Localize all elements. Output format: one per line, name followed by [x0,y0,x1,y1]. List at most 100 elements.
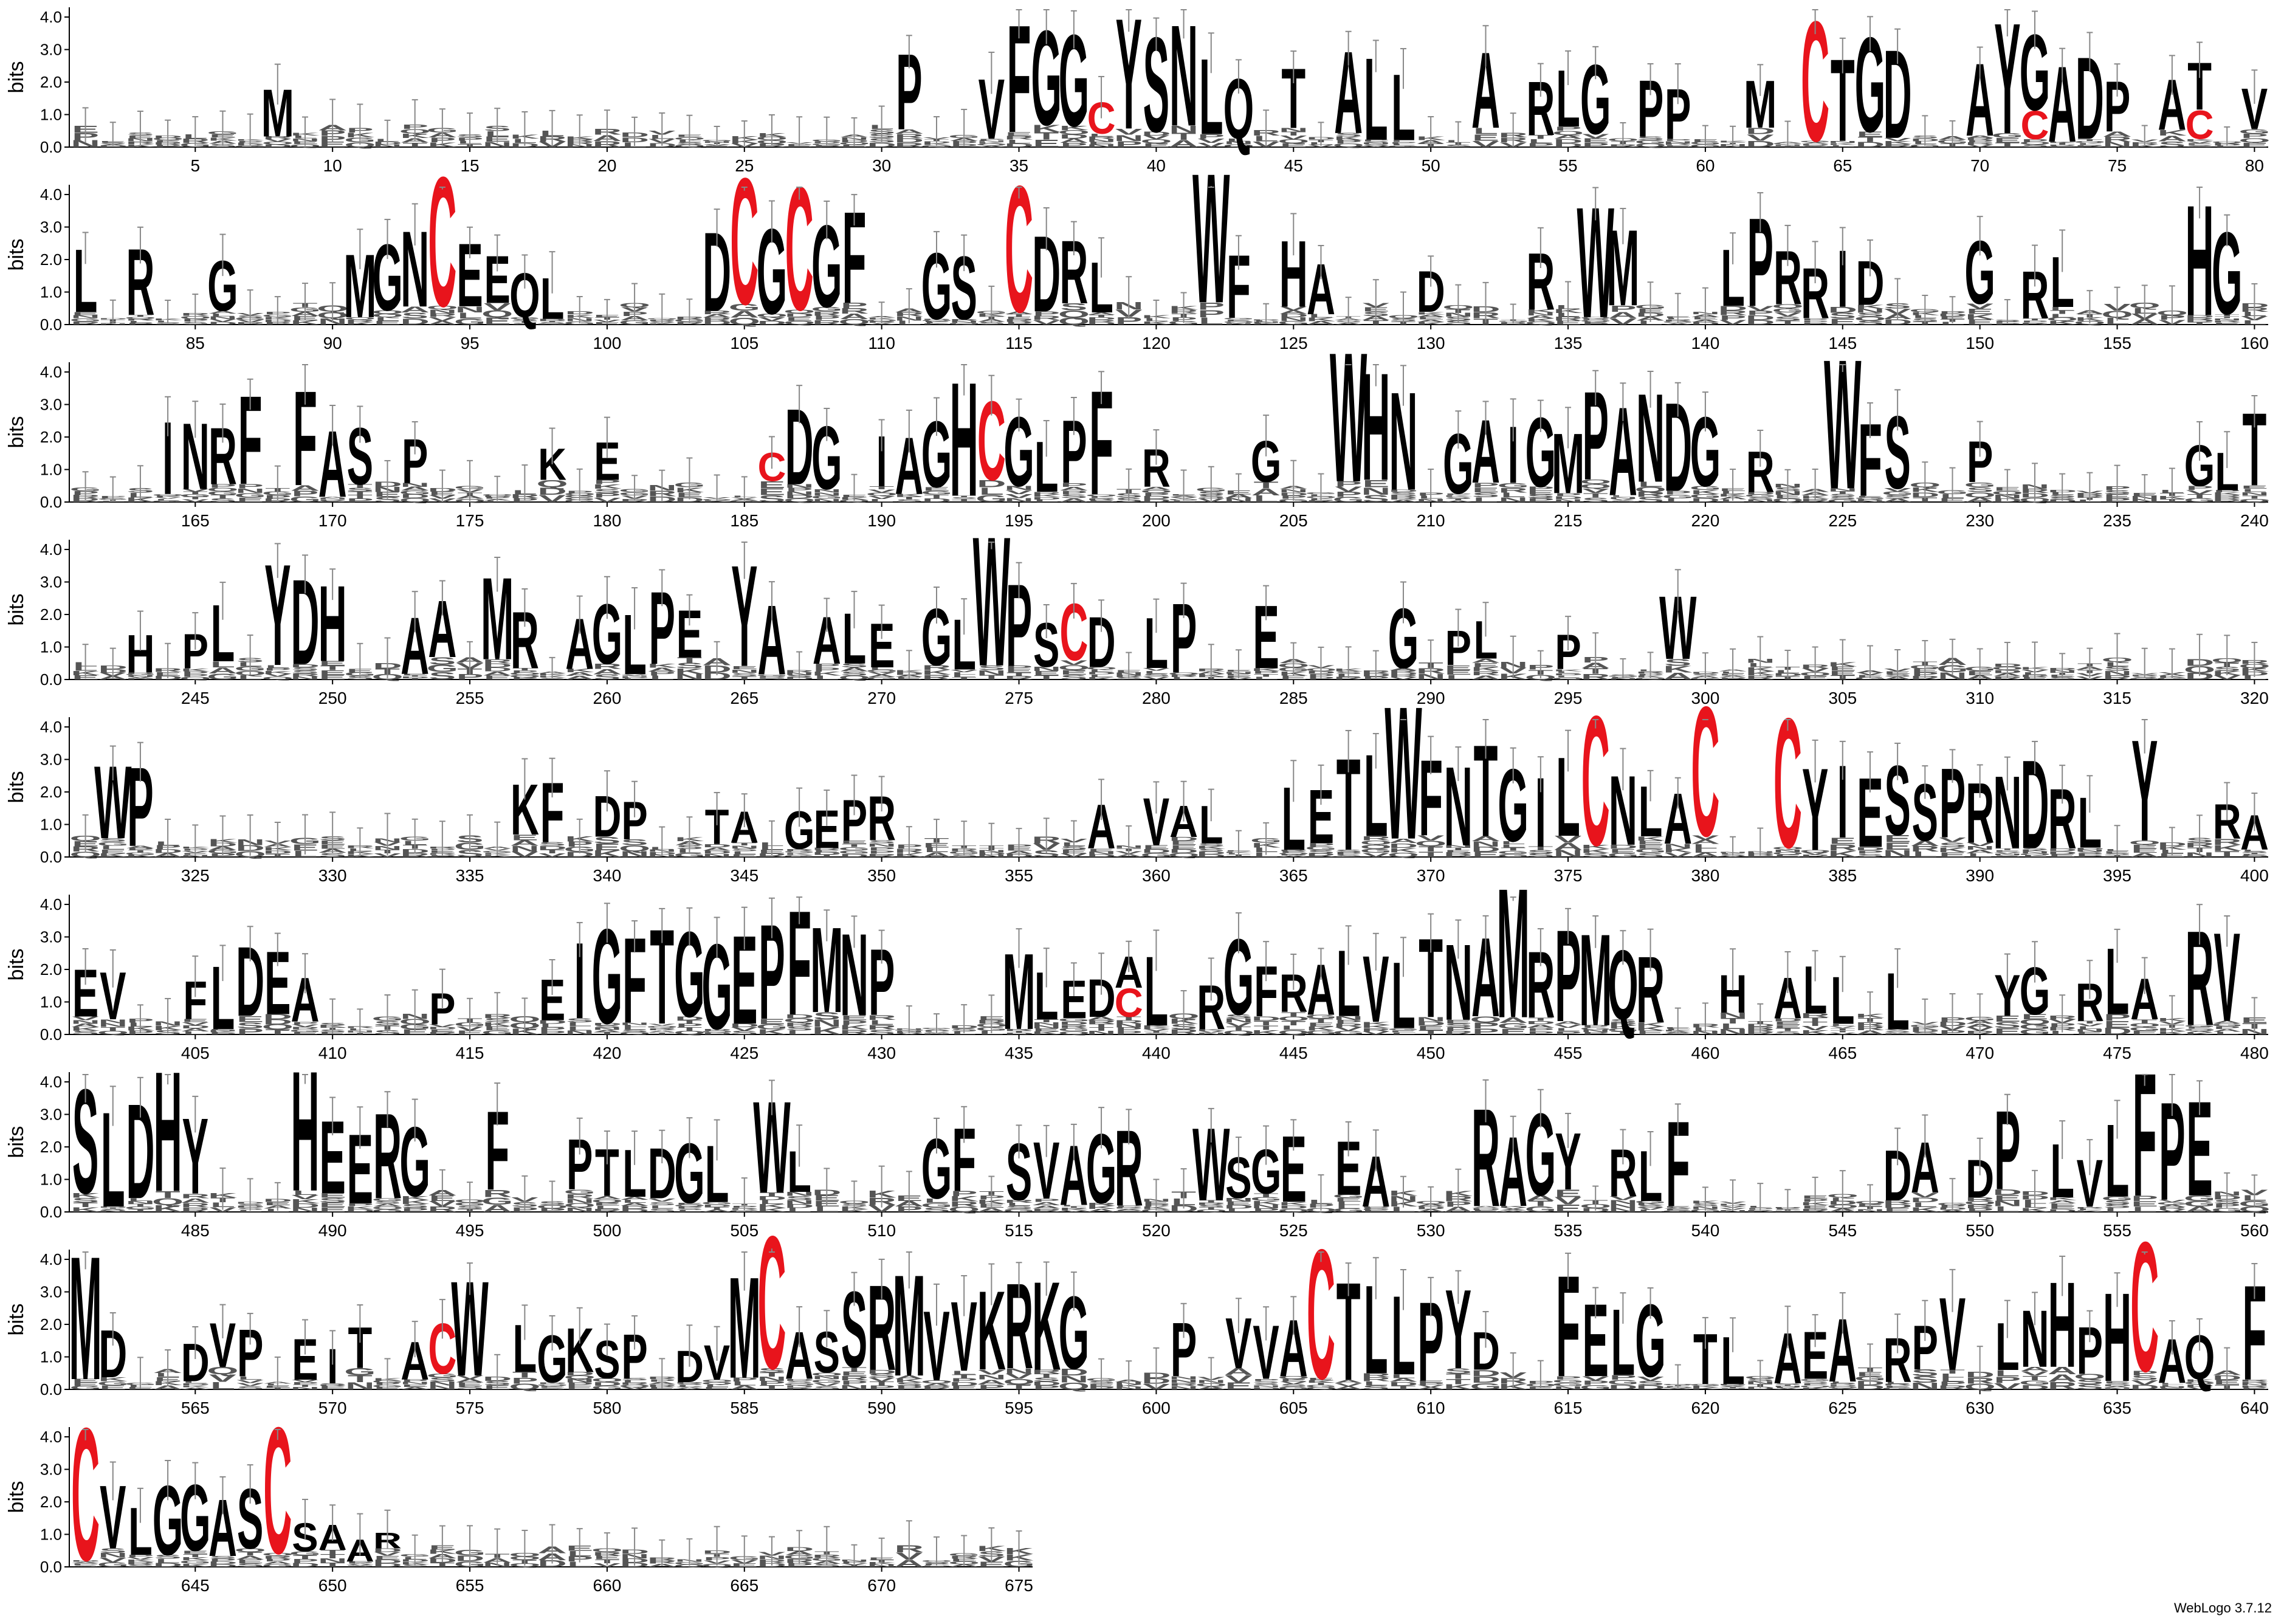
x-tick-label: 220 [1691,511,1720,530]
residue-letter-minor: D [1031,497,1061,501]
x-tick-label: 530 [1417,1221,1445,1240]
residue-letter-minor: K [2212,492,2241,495]
y-tick-label: 3.0 [40,928,62,946]
residue-letter-minor: T [1281,131,1306,137]
x-tick-label: 35 [1010,156,1028,175]
residue-letter-minor: P [1527,142,1555,148]
residue-letter-minor: K [1883,140,1912,145]
residue-letter-minor: E [1088,141,1115,145]
residue-letter-minor: R [537,318,566,320]
residue-letter-minor: S [951,497,978,499]
residue-letter-minor: G [811,495,842,500]
x-tick-label: 645 [181,1576,210,1595]
x-tick-label: 490 [318,1221,347,1240]
residue-letter-minor: A [291,484,320,492]
residue-letter-minor: E [1966,318,1993,326]
residue-letter-minor: E [401,673,428,676]
residue-letter-minor: L [1830,145,1855,148]
y-axis-label: bits [5,771,28,803]
residue-letter-minor: L [2242,320,2267,326]
residue-letter-minor: S [1362,493,1389,504]
x-tick-label: 605 [1279,1399,1308,1417]
y-tick-label: 4.0 [40,718,62,736]
residue-letter-minor: A [2158,134,2187,143]
x-tick-label: 415 [456,1044,484,1062]
residue-letter-minor: E [1993,137,2021,144]
residue-letter-minor: P [813,315,841,322]
residue-letter-minor: E [1582,322,1609,324]
residue-letter-minor: N [208,316,237,320]
residue-letter-minor: P [1719,314,1747,322]
residue-letter-minor: D [483,667,512,673]
y-axis-label: bits [5,1304,28,1336]
residue-letter-minor: R [345,319,374,323]
residue-letter-minor: L [1611,495,1636,497]
residue-letter-minor: D [867,142,896,148]
x-tick-label: 510 [867,1221,896,1240]
residue-letter-minor: S [1637,136,1664,142]
x-tick-label: 595 [1005,1399,1033,1417]
residue-letter-minor: T [402,678,427,680]
x-tick-label: 315 [2103,689,2131,707]
x-tick-label: 240 [2240,511,2269,530]
y-tick-label: 4.0 [40,185,62,204]
residue-letter-minor: Q [2019,141,2051,145]
residue-letter-minor: T [540,321,565,323]
residue-letter-minor: R [1718,309,1747,317]
residue-letter-minor: S [1362,144,1389,146]
y-tick-label: 1.0 [40,816,62,834]
residue-letter-minor: D [263,144,292,148]
residue-letter-minor: S [209,498,236,503]
residue-letter-minor: P [264,322,291,326]
residue-letter-minor: L [1226,138,1251,142]
residue-letter-minor: S [1445,320,1472,326]
residue-letter-minor: A [867,323,896,325]
residue-letter-minor: G [729,500,760,503]
residue-letter-minor: L [210,660,235,669]
x-tick-label: 180 [593,511,622,530]
residue-letter-minor: V [154,497,182,499]
x-tick-label: 15 [460,156,479,175]
residue-letter-minor: T [1363,319,1388,326]
residue-letter-minor: L [2077,142,2102,145]
residue-letter-minor: G [454,317,486,327]
residue-letter-minor: L [1391,140,1416,142]
residue-letter-minor: R [1389,497,1418,500]
residue-letter-minor: K [428,141,458,148]
residue-letter-minor: P [154,144,182,148]
residue-letter-minor: L [1199,315,1223,327]
residue-letter-minor: E [1362,478,1389,490]
residue-letter-minor: R [2185,317,2214,321]
residue-letter-minor: Q [1085,494,1117,497]
residue-letter-minor: P [1527,486,1555,492]
residue-letter-minor: S [1445,144,1472,148]
y-tick-label: 4.0 [40,1428,62,1446]
residue-letter-minor: D [1828,305,1857,314]
residue-letter-minor: R [1004,318,1033,323]
residue-letter-minor: V [1609,317,1637,326]
residue-letter-minor: S [429,655,456,667]
residue-letter-minor: A [1279,309,1308,315]
residue-letter-minor: P [511,670,538,673]
residue-letter-minor: P [1197,133,1225,140]
residue-letter-minor: N [1663,140,1693,143]
residue-letter-minor: K [345,322,374,325]
residue-letter-minor: D [1553,142,1583,148]
residue-letter-minor: S [1061,494,1088,500]
residue-letter-minor: D [1746,126,1775,136]
residue-letter-minor: V [1115,127,1143,137]
residue-letter-minor: N [1718,145,1747,148]
x-tick-label: 350 [867,866,896,885]
residue-letter-minor: T [1446,498,1471,501]
residue-letter-minor: K [1856,304,1885,310]
residue-letter-minor: E [2241,142,2268,148]
residue-letter-minor: G [2238,128,2270,135]
residue-letter-minor: A [1663,323,1693,325]
residue-letter-minor: N [1526,312,1555,317]
residue-letter-minor: D [1746,492,1775,495]
residue-letter-minor: T [952,500,977,503]
residue-letter-minor: G [1964,481,1996,489]
residue-letter-minor: D [483,662,512,669]
residue-letter-minor: P [511,676,538,680]
residue-letter-minor: S [511,318,538,322]
